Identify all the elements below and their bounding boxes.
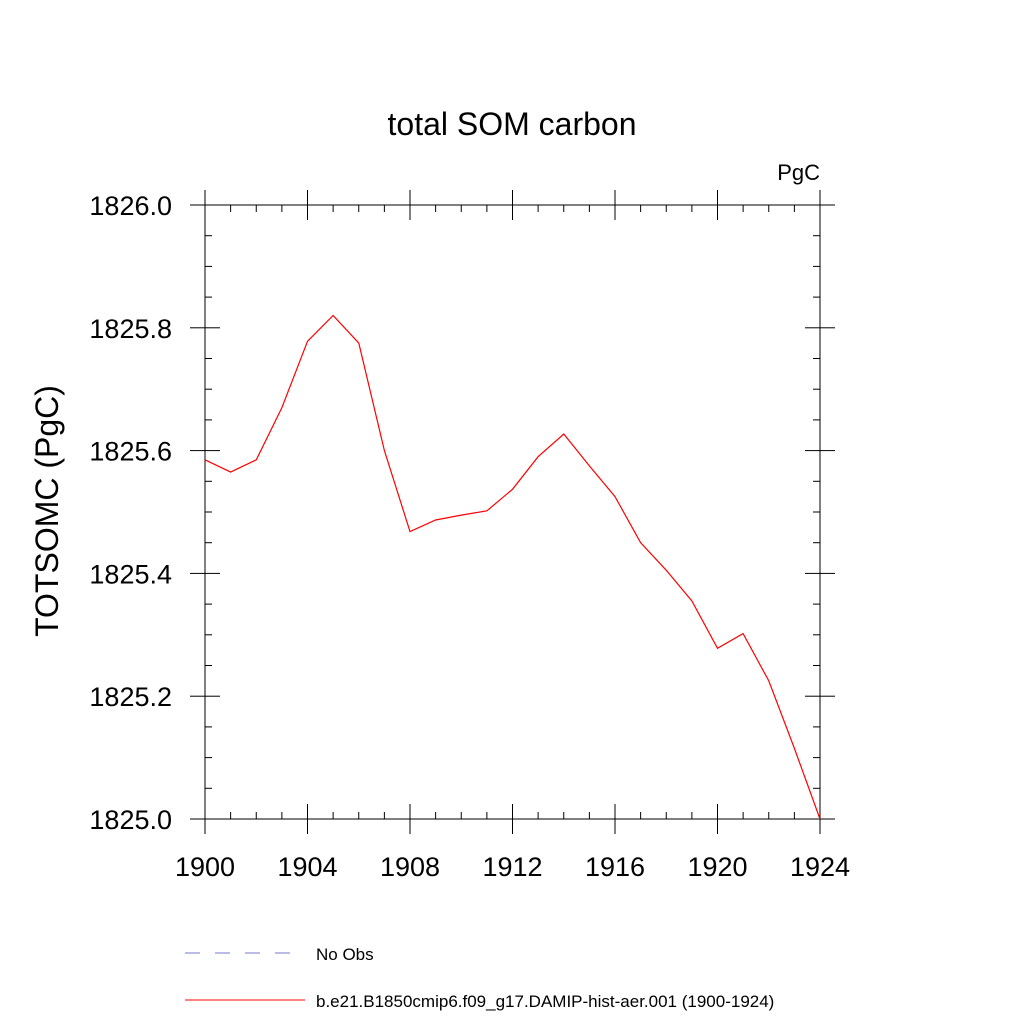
series-line — [204, 314, 821, 820]
x-tick-label: 1904 — [277, 852, 337, 882]
y-tick-label: 1825.2 — [89, 682, 172, 712]
x-tick-label: 1908 — [380, 852, 440, 882]
y-tick-label: 1825.0 — [89, 805, 172, 835]
y-tick-label: 1825.6 — [89, 437, 172, 467]
legend: No Obs b.e21.B1850cmip6.f09_g17.DAMIP-his… — [185, 945, 774, 1011]
y-tick-labels: 1825.0 1825.2 1825.4 1825.6 1825.8 1826.0 — [89, 191, 172, 835]
legend-label: b.e21.B1850cmip6.f09_g17.DAMIP-hist-aer.… — [316, 992, 774, 1011]
chart-title: total SOM carbon — [388, 106, 637, 142]
y-axis-label: TOTSOMC (PgC) — [29, 385, 65, 637]
y-tick-label: 1826.0 — [89, 191, 172, 221]
series-group — [204, 314, 821, 820]
y-tick-label: 1825.8 — [89, 314, 172, 344]
units-label: PgC — [777, 160, 820, 185]
legend-label: No Obs — [316, 945, 374, 964]
x-tick-labels: 1900 1904 1908 1912 1916 1920 1924 — [175, 852, 850, 882]
x-tick-label: 1924 — [790, 852, 850, 882]
x-tick-label: 1920 — [687, 852, 747, 882]
x-tick-label: 1900 — [175, 852, 235, 882]
axis-ticks — [190, 190, 835, 834]
x-tick-label: 1916 — [585, 852, 645, 882]
plot-frame — [204, 204, 821, 820]
y-tick-label: 1825.4 — [89, 559, 172, 589]
x-tick-label: 1912 — [482, 852, 542, 882]
